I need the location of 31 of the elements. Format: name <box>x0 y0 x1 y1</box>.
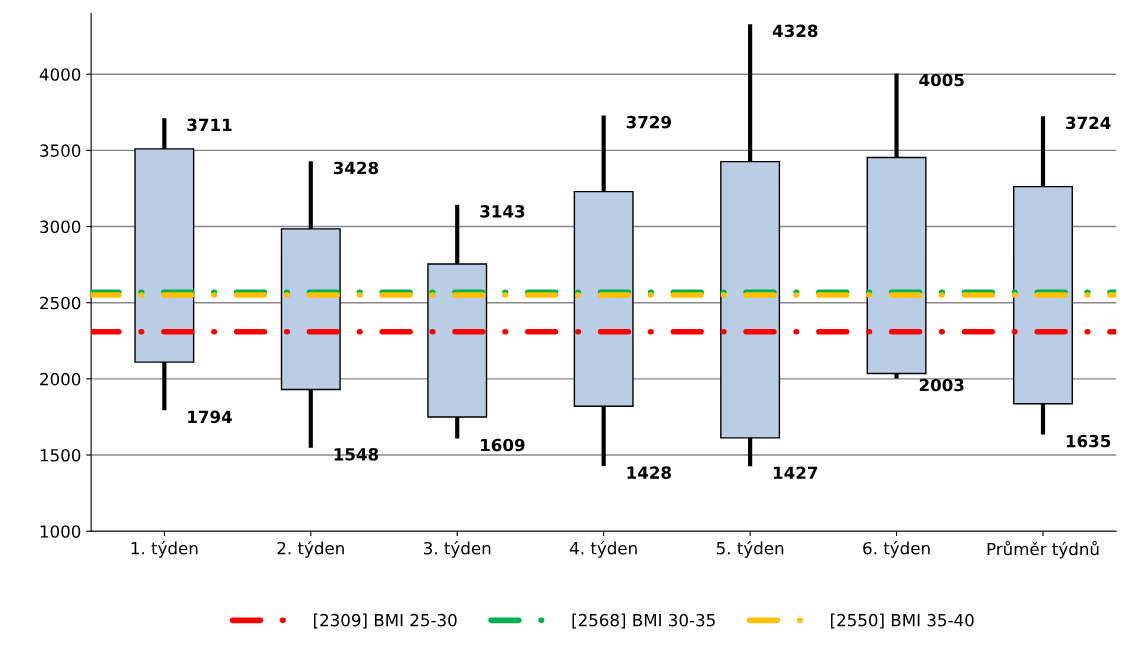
text: 1635 <box>1066 434 1111 448</box>
x-tick-label: 4. týden <box>569 540 637 558</box>
y-tick-label: 1500 <box>40 449 81 462</box>
text: 1548 <box>334 448 379 461</box>
text: 1427 <box>773 466 818 479</box>
text: 4005 <box>919 73 964 87</box>
text: 1428 <box>627 466 671 479</box>
legend-label: [2309] BMI 25-30 <box>314 613 457 629</box>
text: 3428 <box>333 161 379 175</box>
x-tick-label: 1. týden <box>131 540 198 558</box>
text: 3724 <box>1066 116 1111 130</box>
text: 3711 <box>187 118 232 132</box>
text: 4328 <box>772 24 818 38</box>
text: 1794 <box>188 410 232 424</box>
x-tick-label: 2. týden <box>277 540 344 558</box>
x-tick-label: 6. týden <box>863 540 930 558</box>
text: 3143 <box>480 205 525 218</box>
text: 3729 <box>626 115 671 129</box>
x-tick-label: 5. týden <box>716 540 784 558</box>
text: 1609 <box>481 438 525 452</box>
legend-label: [2550] BMI 35-40 <box>831 613 974 629</box>
y-tick-label: 3500 <box>40 144 81 157</box>
y-tick-label: 2500 <box>40 296 81 310</box>
x-tick-label: Průměr týdnů <box>987 540 1099 559</box>
legend-label: [2568] BMI 30-35 <box>572 613 715 629</box>
text: 2003 <box>919 378 964 392</box>
y-tick-label: 4000 <box>39 68 81 81</box>
y-tick-label: 3000 <box>40 220 81 234</box>
y-tick-label: 1000 <box>40 525 81 538</box>
x-tick-label: 3. týden <box>424 540 491 558</box>
y-tick-label: 2000 <box>40 372 81 386</box>
